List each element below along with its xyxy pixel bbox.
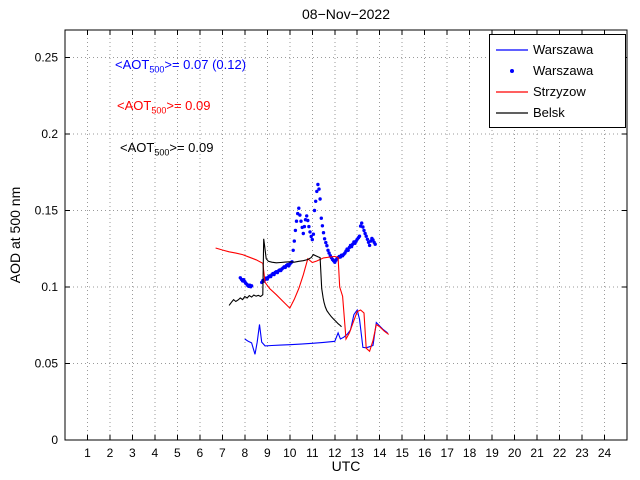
legend-label: Belsk	[533, 105, 565, 120]
annotation-aot500-belsk: <AOT500>= 0.09	[120, 140, 213, 158]
annotation-text: >= 0.09	[169, 140, 214, 155]
svg-text:7: 7	[219, 446, 226, 460]
annotation-text: <AOT	[117, 98, 152, 113]
svg-text:24: 24	[598, 446, 612, 460]
legend-label: Warszawa	[533, 42, 594, 57]
svg-text:0.2: 0.2	[41, 127, 58, 141]
chart-title: 08−Nov−2022	[302, 6, 390, 22]
series-belsk-line	[228, 238, 342, 328]
annotation-subscript: 500	[154, 147, 170, 158]
svg-text:17: 17	[441, 446, 455, 460]
red-line-sample-icon	[496, 90, 528, 93]
svg-text:8: 8	[241, 446, 248, 460]
svg-text:2: 2	[107, 446, 114, 460]
y-axis-label: AOD at 500 nm	[7, 186, 23, 284]
annotation-text: <AOT	[120, 140, 155, 155]
annotation-subscript: 500	[149, 64, 165, 75]
svg-text:5: 5	[174, 446, 181, 460]
svg-text:6: 6	[197, 446, 204, 460]
annotation-text: <AOT	[115, 57, 150, 72]
x-axis-label: UTC	[331, 458, 361, 474]
series-warszawa-line	[244, 308, 388, 355]
legend-label: Strzyzow	[533, 84, 586, 99]
svg-text:20: 20	[508, 446, 522, 460]
svg-text:0.1: 0.1	[41, 280, 58, 294]
svg-text:3: 3	[129, 446, 136, 460]
series-warszawa-scatter	[238, 182, 377, 289]
svg-text:9: 9	[264, 446, 271, 460]
svg-text:22: 22	[553, 446, 567, 460]
annotation-subscript: 500	[151, 105, 167, 116]
legend-item-warszawa-dots: Warszawa	[490, 60, 625, 81]
blue-line-sample-icon	[496, 48, 528, 51]
svg-text:23: 23	[575, 446, 589, 460]
svg-text:10: 10	[283, 446, 297, 460]
svg-text:12: 12	[328, 446, 342, 460]
annotation-text: >= 0.07 (0.12)	[164, 57, 247, 72]
svg-text:0.05: 0.05	[35, 357, 59, 371]
blue-dot-sample-icon	[510, 68, 514, 73]
svg-text:18: 18	[463, 446, 477, 460]
svg-text:4: 4	[152, 446, 159, 460]
legend-item-belsk: Belsk	[490, 102, 625, 123]
annotation-text: >= 0.09	[166, 98, 211, 113]
legend: Warszawa Warszawa Strzyzow Belsk	[489, 34, 626, 128]
svg-text:0: 0	[51, 433, 58, 447]
black-line-sample-icon	[496, 111, 528, 114]
svg-text:1: 1	[84, 446, 91, 460]
annotation-aot500-strzyzow: <AOT500>= 0.09	[117, 98, 210, 116]
series-strzyzow-line	[215, 247, 390, 353]
legend-item-warszawa-line: Warszawa	[490, 39, 625, 60]
legend-label: Warszawa	[533, 63, 594, 78]
svg-text:0.15: 0.15	[35, 204, 59, 218]
svg-text:19: 19	[485, 446, 499, 460]
svg-text:13: 13	[351, 446, 365, 460]
svg-text:15: 15	[396, 446, 410, 460]
annotation-aot500-warszawa: <AOT500>= 0.07 (0.12)	[115, 57, 246, 75]
svg-text:14: 14	[373, 446, 387, 460]
svg-text:0.25: 0.25	[35, 51, 59, 65]
svg-text:11: 11	[306, 446, 319, 460]
svg-text:16: 16	[418, 446, 432, 460]
legend-item-strzyzow: Strzyzow	[490, 81, 625, 102]
svg-text:21: 21	[530, 446, 544, 460]
